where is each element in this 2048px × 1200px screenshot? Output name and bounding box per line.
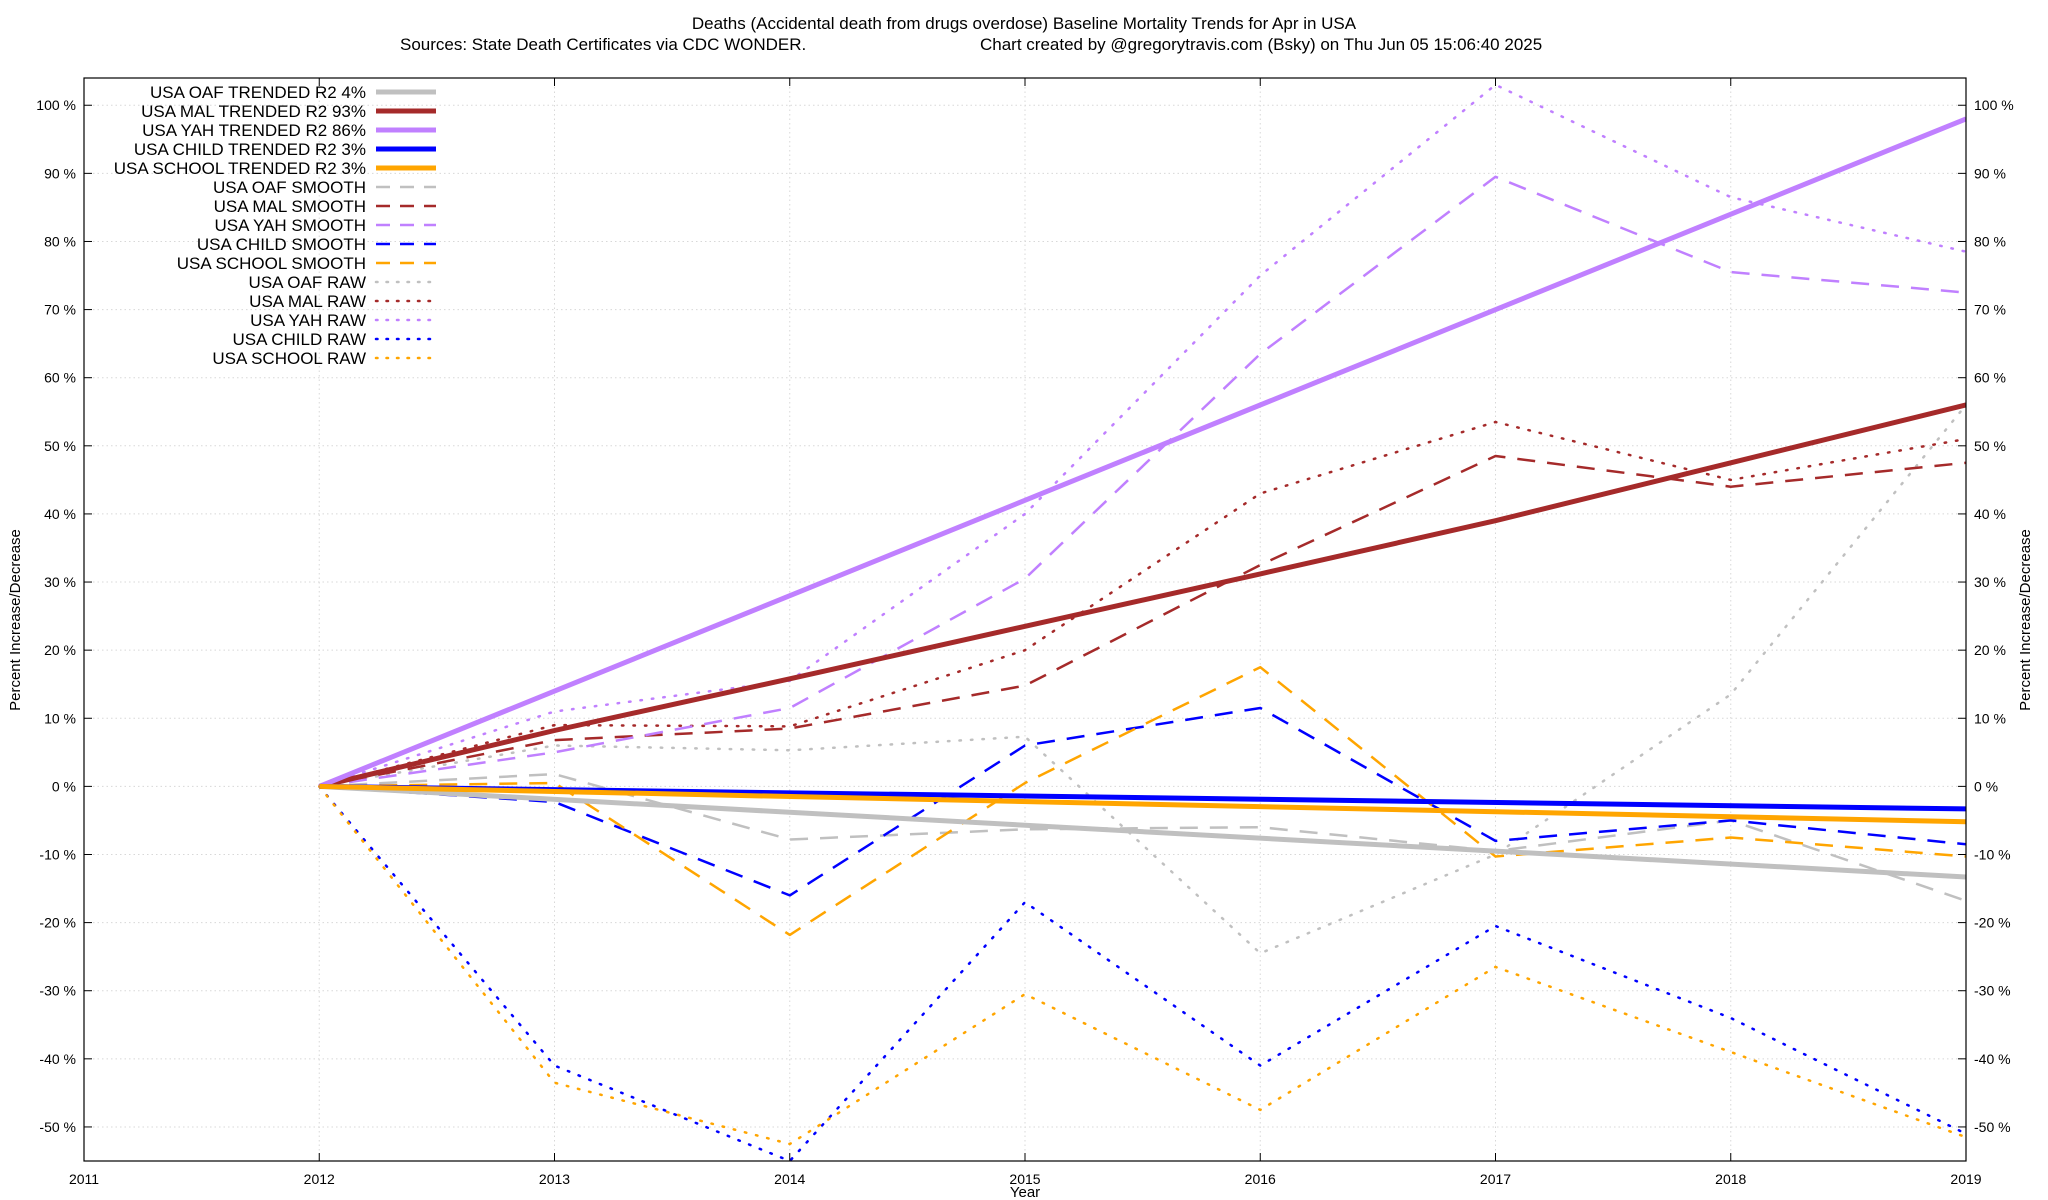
grid bbox=[84, 78, 1966, 1161]
legend-label: USA SCHOOL RAW bbox=[212, 349, 366, 368]
y-tick-label-right: -50 % bbox=[1974, 1119, 2011, 1135]
y-tick-label-right: 50 % bbox=[1974, 438, 2006, 454]
legend-label: USA SCHOOL SMOOTH bbox=[177, 254, 366, 273]
series-line-usa-child-raw bbox=[318, 785, 1966, 1161]
x-tick-label: 2016 bbox=[1245, 1171, 1276, 1187]
series-line-usa-yah-smooth bbox=[319, 175, 1966, 788]
legend-label: USA CHILD RAW bbox=[232, 330, 366, 349]
legend-label: USA YAH SMOOTH bbox=[215, 216, 366, 235]
x-tick-label: 2019 bbox=[1950, 1171, 1981, 1187]
legend-entry-usa-oaf-raw: USA OAF RAW bbox=[249, 273, 438, 292]
x-tick-label: 2012 bbox=[304, 1171, 335, 1187]
legend: USA OAF TRENDED R2 4%USA MAL TRENDED R2 … bbox=[114, 83, 438, 368]
legend-entry-usa-yah-smooth: USA YAH SMOOTH bbox=[215, 216, 436, 235]
chart-subtitle-sources: Sources: State Death Certificates via CD… bbox=[400, 35, 806, 54]
series-line-usa-oaf-raw bbox=[318, 403, 1966, 955]
legend-label: USA CHILD TRENDED R2 3% bbox=[134, 140, 366, 159]
series-line-usa-child-smooth bbox=[319, 706, 1966, 897]
legend-entry-usa-school-raw: USA SCHOOL RAW bbox=[212, 349, 438, 368]
y-tick-label-left: -50 % bbox=[39, 1119, 76, 1135]
y-tick-label-left: 30 % bbox=[44, 574, 76, 590]
y-tick-label-right: 30 % bbox=[1974, 574, 2006, 590]
legend-label: USA YAH TRENDED R2 86% bbox=[142, 121, 366, 140]
y-tick-label-right: 60 % bbox=[1974, 370, 2006, 386]
legend-label: USA MAL TRENDED R2 93% bbox=[141, 102, 366, 121]
x-tick-label: 2011 bbox=[69, 1171, 99, 1187]
x-tick-label: 2017 bbox=[1480, 1171, 1511, 1187]
series-line-usa-school-smooth bbox=[319, 665, 1966, 937]
y-tick-label-left: 100 % bbox=[36, 97, 76, 113]
x-tick-label: 2014 bbox=[774, 1171, 805, 1187]
legend-entry-usa-school-trended-r2: USA SCHOOL TRENDED R2 3% bbox=[114, 159, 436, 178]
y-tick-label-right: -20 % bbox=[1974, 915, 2011, 931]
axis-ticks: 2011 2012 2013 2014 2015 2016 2017 2018 2019 100 … bbox=[36, 78, 2014, 1187]
series-line-usa-oaf-smooth bbox=[319, 772, 1966, 902]
y-tick-label-left: 70 % bbox=[44, 302, 76, 318]
y-tick-label-left: -20 % bbox=[39, 915, 76, 931]
y-tick-label-left: 20 % bbox=[44, 642, 76, 658]
legend-label: USA SCHOOL TRENDED R2 3% bbox=[114, 159, 366, 178]
y-tick-label-left: 0 % bbox=[52, 778, 76, 794]
x-tick-label: 2015 bbox=[1009, 1171, 1040, 1187]
chart-subtitle-credit: Chart created by @gregorytravis.com (Bsk… bbox=[980, 35, 1542, 54]
y-tick-label-left: 40 % bbox=[44, 506, 76, 522]
y-tick-label-right: 70 % bbox=[1974, 302, 2006, 318]
y-tick-label-right: 80 % bbox=[1974, 233, 2006, 249]
series-line-usa-oaf-trended-r2 bbox=[319, 783, 1966, 880]
legend-label: USA MAL RAW bbox=[249, 292, 366, 311]
y-tick-label-left: 50 % bbox=[44, 438, 76, 454]
legend-label: USA YAH RAW bbox=[250, 311, 366, 330]
legend-label: USA CHILD SMOOTH bbox=[197, 235, 366, 254]
legend-label: USA OAF SMOOTH bbox=[213, 178, 366, 197]
x-tick-label: 2013 bbox=[539, 1171, 570, 1187]
legend-entry-usa-oaf-smooth: USA OAF SMOOTH bbox=[213, 178, 436, 197]
legend-entry-usa-mal-smooth: USA MAL SMOOTH bbox=[214, 197, 436, 216]
y-tick-label-right: 20 % bbox=[1974, 642, 2006, 658]
y-tick-label-left: 80 % bbox=[44, 233, 76, 249]
y-tick-label-left: 60 % bbox=[44, 370, 76, 386]
legend-entry-usa-oaf-trended-r2: USA OAF TRENDED R2 4% bbox=[150, 83, 436, 102]
x-axis-label: Year bbox=[1010, 1184, 1040, 1200]
legend-entry-usa-yah-trended-r2: USA YAH TRENDED R2 86% bbox=[142, 121, 436, 140]
legend-entry-usa-child-trended-r2: USA CHILD TRENDED R2 3% bbox=[134, 140, 436, 159]
series-line-usa-school-trended-r2 bbox=[319, 783, 1966, 825]
legend-label: USA MAL SMOOTH bbox=[214, 197, 366, 216]
legend-entry-usa-mal-raw: USA MAL RAW bbox=[249, 292, 438, 311]
y-tick-label-right: -40 % bbox=[1974, 1051, 2011, 1067]
series-line-usa-mal-trended-r2 bbox=[318, 402, 1966, 789]
y-tick-label-left: -30 % bbox=[39, 983, 76, 999]
y-tick-label-right: 0 % bbox=[1974, 778, 1998, 794]
legend-entry-usa-child-raw: USA CHILD RAW bbox=[232, 330, 438, 349]
y-tick-label-right: -30 % bbox=[1974, 983, 2011, 999]
plot-lines bbox=[318, 83, 1966, 1161]
chart-title: Deaths (Accidental death from drugs over… bbox=[692, 14, 1357, 33]
y-tick-label-right: -10 % bbox=[1974, 846, 2011, 862]
legend-entry-usa-school-smooth: USA SCHOOL SMOOTH bbox=[177, 254, 436, 273]
legend-label: USA OAF TRENDED R2 4% bbox=[150, 83, 366, 102]
legend-entry-usa-child-smooth: USA CHILD SMOOTH bbox=[197, 235, 436, 254]
series-line-usa-mal-smooth bbox=[319, 454, 1966, 788]
y-axis-label-left: Percent Increase/Decrease bbox=[7, 529, 24, 711]
y-tick-label-left: -10 % bbox=[39, 846, 76, 862]
legend-label: USA OAF RAW bbox=[249, 273, 366, 292]
y-tick-label-left: 10 % bbox=[44, 710, 76, 726]
series-line-usa-school-raw bbox=[318, 785, 1966, 1146]
legend-entry-usa-mal-trended-r2: USA MAL TRENDED R2 93% bbox=[141, 102, 436, 121]
y-tick-label-left: 90 % bbox=[44, 165, 76, 181]
y-tick-label-right: 40 % bbox=[1974, 506, 2006, 522]
y-tick-label-right: 90 % bbox=[1974, 165, 2006, 181]
series-line-usa-yah-trended-r2 bbox=[318, 116, 1966, 789]
y-tick-label-right: 10 % bbox=[1974, 710, 2006, 726]
y-tick-label-left: -40 % bbox=[39, 1051, 76, 1067]
legend-entry-usa-yah-raw: USA YAH RAW bbox=[250, 311, 438, 330]
y-tick-label-right: 100 % bbox=[1974, 97, 2014, 113]
y-axis-label-right: Percent Increase/Decrease bbox=[2017, 529, 2034, 711]
series-line-usa-mal-raw bbox=[318, 420, 1966, 788]
x-tick-label: 2018 bbox=[1715, 1171, 1746, 1187]
series-line-usa-yah-raw bbox=[318, 83, 1966, 788]
